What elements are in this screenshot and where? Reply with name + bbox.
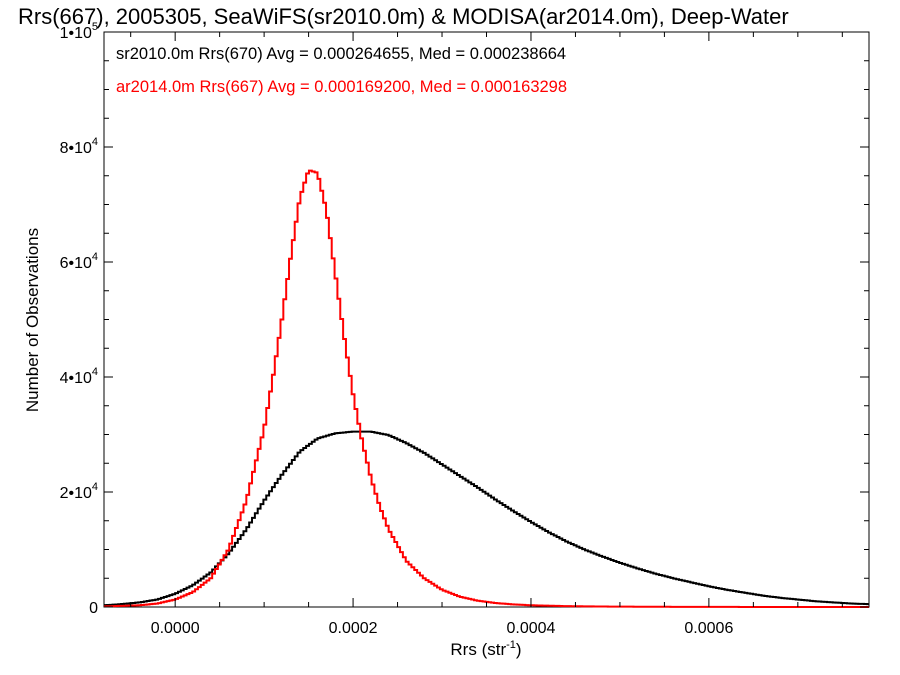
y-tick-label: 2•104 <box>60 481 98 502</box>
x-tick-label: 0.0002 <box>329 620 378 637</box>
ticks-layer: 0.0000 0.0002 0.0004 0.0006 0 2•104 4•104 6•104… <box>60 21 869 637</box>
series-line-black <box>104 430 869 607</box>
y-axis-label: Number of Observations <box>23 228 42 412</box>
y-tick-label: 8•104 <box>60 136 98 157</box>
x-axis-label-text: Rrs (str <box>450 640 506 659</box>
series-layer <box>104 169 869 608</box>
plot-area: 0.0000 0.0002 0.0004 0.0006 0 2•104 4•104 6•104… <box>60 21 870 637</box>
x-tick-label: 0.0006 <box>684 620 733 637</box>
y-tick-label: 4•104 <box>60 366 98 387</box>
legend-entry-red: ar2014.0m Rrs(667) Avg = 0.000169200, Me… <box>116 78 567 96</box>
x-axis-label-sup: -1 <box>506 639 516 651</box>
chart-title: Rrs(667), 2005305, SeaWiFS(sr2010.0m) & … <box>18 4 789 29</box>
y-tick-label: 1•105 <box>60 21 98 42</box>
x-tick-label: 0.0000 <box>151 620 200 637</box>
x-axis-label: Rrs (str-1) <box>450 639 521 659</box>
legend-entry-black: sr2010.0m Rrs(670) Avg = 0.000264655, Me… <box>116 45 566 63</box>
plot-frame <box>103 31 870 608</box>
series-line-red <box>104 169 869 608</box>
x-tick-label: 0.0004 <box>507 620 556 637</box>
y-tick-label: 0 <box>89 600 98 617</box>
y-tick-label: 6•104 <box>60 251 98 272</box>
x-axis-label-suffix: ) <box>516 640 522 659</box>
